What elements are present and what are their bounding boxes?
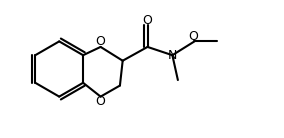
Text: O: O bbox=[96, 35, 106, 48]
Text: N: N bbox=[168, 49, 177, 62]
Text: O: O bbox=[96, 95, 106, 108]
Text: O: O bbox=[143, 14, 153, 27]
Text: O: O bbox=[188, 30, 198, 43]
